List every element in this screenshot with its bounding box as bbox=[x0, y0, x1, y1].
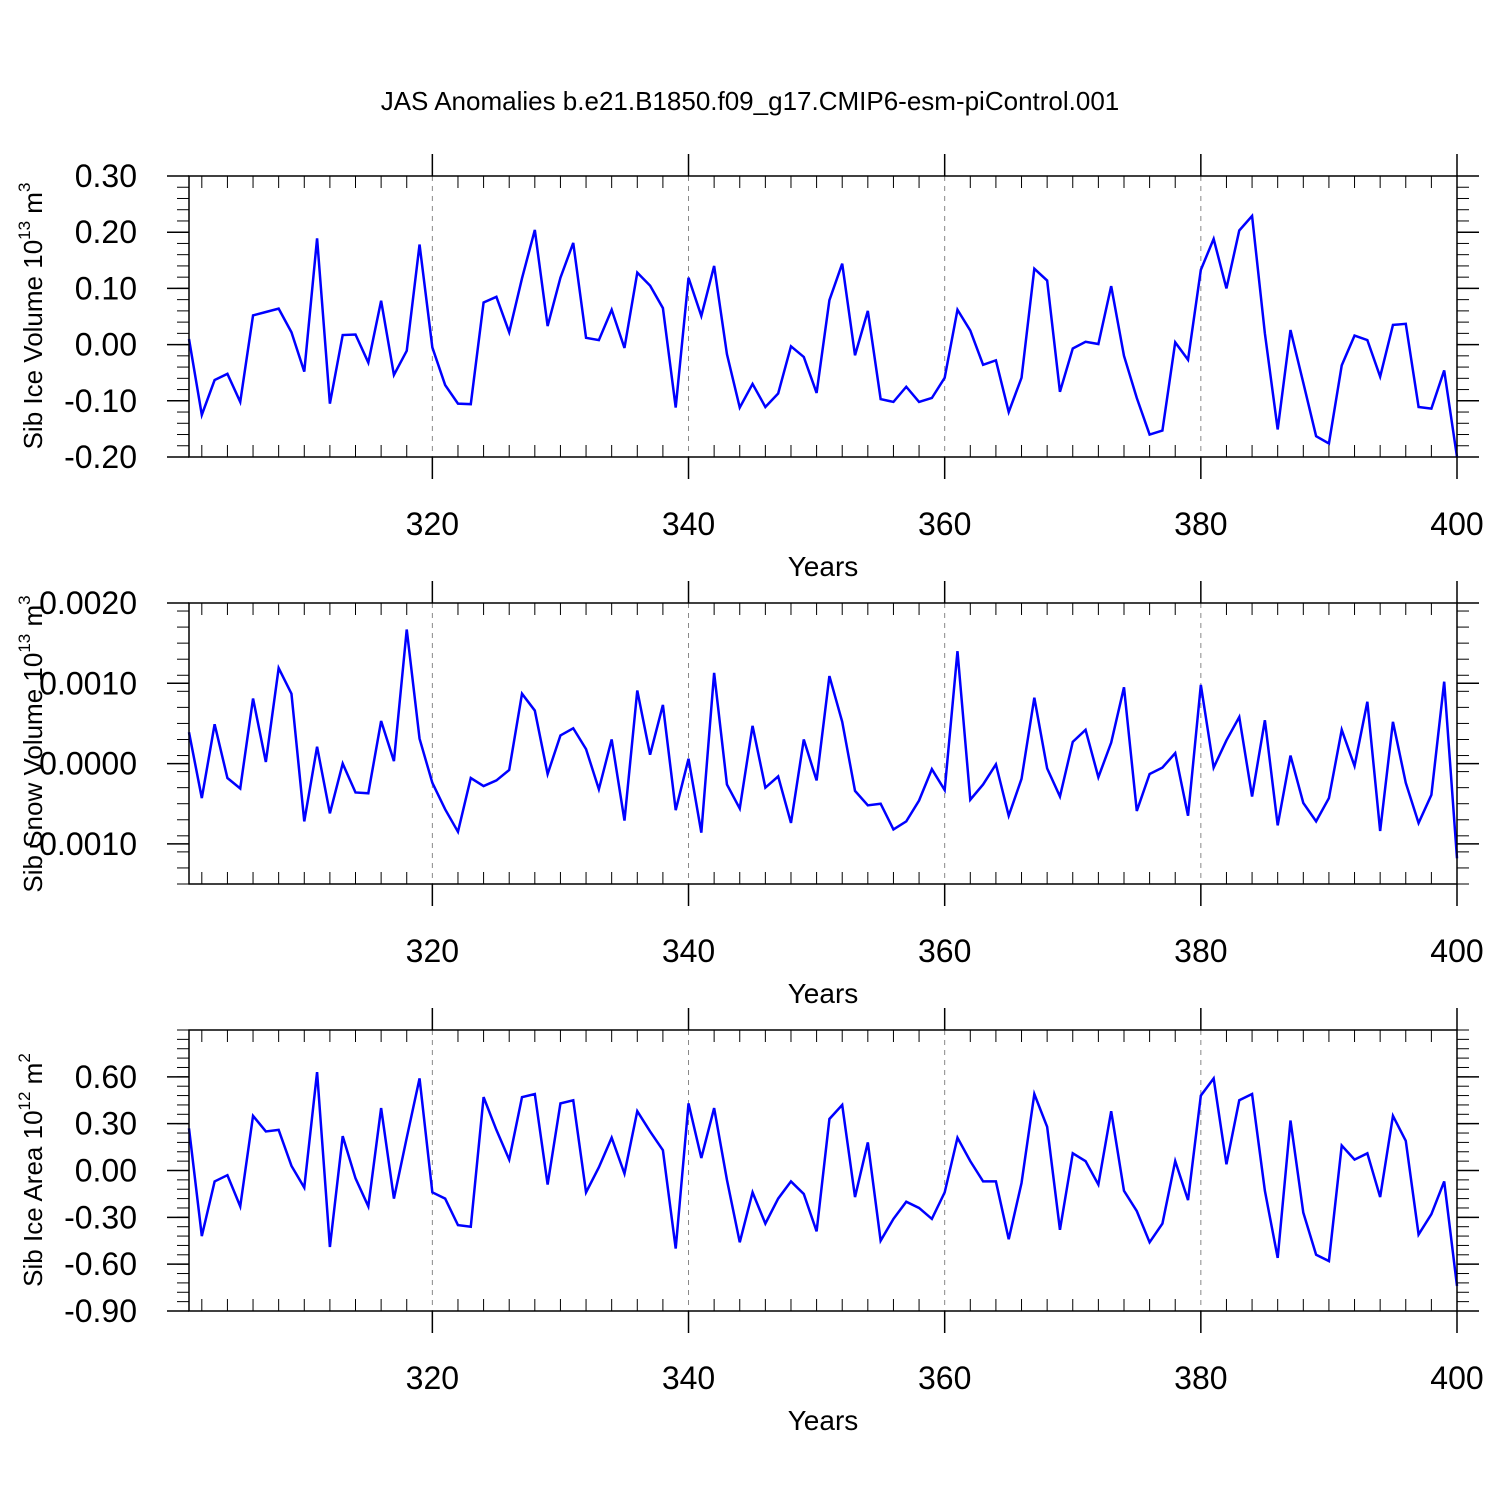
panel-3-x-axis-label: Years bbox=[788, 1405, 859, 1436]
panel-3-series-line bbox=[187, 1072, 1459, 1287]
panel-3-y-tick-label-0: -0.90 bbox=[64, 1293, 137, 1329]
panel-1-y-tick-label-2: 0.00 bbox=[75, 327, 137, 363]
panel-1-x-tick-label-3: 380 bbox=[1174, 506, 1227, 542]
panel-1-y-tick-label-0: -0.20 bbox=[64, 439, 137, 475]
panel-2-plot-frame bbox=[188, 602, 1458, 885]
panel-3-y-tick-label-4: 0.30 bbox=[75, 1106, 137, 1142]
panel-2-series-line bbox=[187, 629, 1459, 859]
panel-2-x-tick-label-1: 340 bbox=[662, 933, 715, 969]
panel-3-y-tick-label-5: 0.60 bbox=[75, 1059, 137, 1095]
panel-1-y-tick-label-1: -0.10 bbox=[64, 383, 137, 419]
panel-3-x-tick-label-2: 360 bbox=[918, 1360, 971, 1396]
panel-1-plot-frame bbox=[188, 175, 1458, 458]
panel-3-y-axis-label: Sib Ice Area 1012 m2 bbox=[15, 1053, 48, 1287]
panel-3-y-tick-label-1: -0.60 bbox=[64, 1246, 137, 1282]
panel-1-x-axis-label: Years bbox=[788, 551, 859, 582]
panel-1-y-tick-label-3: 0.10 bbox=[75, 270, 137, 306]
panel-2-x-tick-label-3: 380 bbox=[1174, 933, 1227, 969]
figure-title: JAS Anomalies b.e21.B1850.f09_g17.CMIP6-… bbox=[380, 86, 1120, 116]
panel-3-x-tick-label-0: 320 bbox=[406, 1360, 459, 1396]
panel-2-x-axis-label: Years bbox=[788, 978, 859, 1009]
panel-2-x-tick-label-0: 320 bbox=[406, 933, 459, 969]
panel-3-x-tick-label-3: 380 bbox=[1174, 1360, 1227, 1396]
panel-3-plot-frame bbox=[188, 1029, 1458, 1312]
panel-2-y-tick-label-3: 0.0020 bbox=[39, 585, 137, 621]
panel-2-y-axis-label: Sib Snow Volume 1013 m3 bbox=[15, 595, 48, 892]
panel-3-y-tick-label-3: 0.00 bbox=[75, 1153, 137, 1189]
panel-1-series-line bbox=[187, 212, 1459, 458]
panel-1-x-tick-label-4: 400 bbox=[1430, 506, 1483, 542]
panel-2-x-tick-label-4: 400 bbox=[1430, 933, 1483, 969]
panel-3-y-tick-label-2: -0.30 bbox=[64, 1199, 137, 1235]
panel-1-y-tick-label-5: 0.30 bbox=[75, 158, 137, 194]
panel-1-y-axis-label: Sib Ice Volume 1013 m3 bbox=[15, 183, 48, 450]
panel-1-x-tick-label-0: 320 bbox=[406, 506, 459, 542]
panel-1-x-tick-label-1: 340 bbox=[662, 506, 715, 542]
panel-2-y-tick-label-1: 0.0000 bbox=[39, 746, 137, 782]
panel-1-x-tick-label-2: 360 bbox=[918, 506, 971, 542]
panel-1-y-tick-label-4: 0.20 bbox=[75, 214, 137, 250]
panel-2-y-tick-label-0: -0.0010 bbox=[28, 826, 137, 862]
panel-2-x-tick-label-2: 360 bbox=[918, 933, 971, 969]
panel-3-x-tick-label-1: 340 bbox=[662, 1360, 715, 1396]
panel-2-y-tick-label-2: 0.0010 bbox=[39, 665, 137, 701]
panel-3-x-tick-label-4: 400 bbox=[1430, 1360, 1483, 1396]
